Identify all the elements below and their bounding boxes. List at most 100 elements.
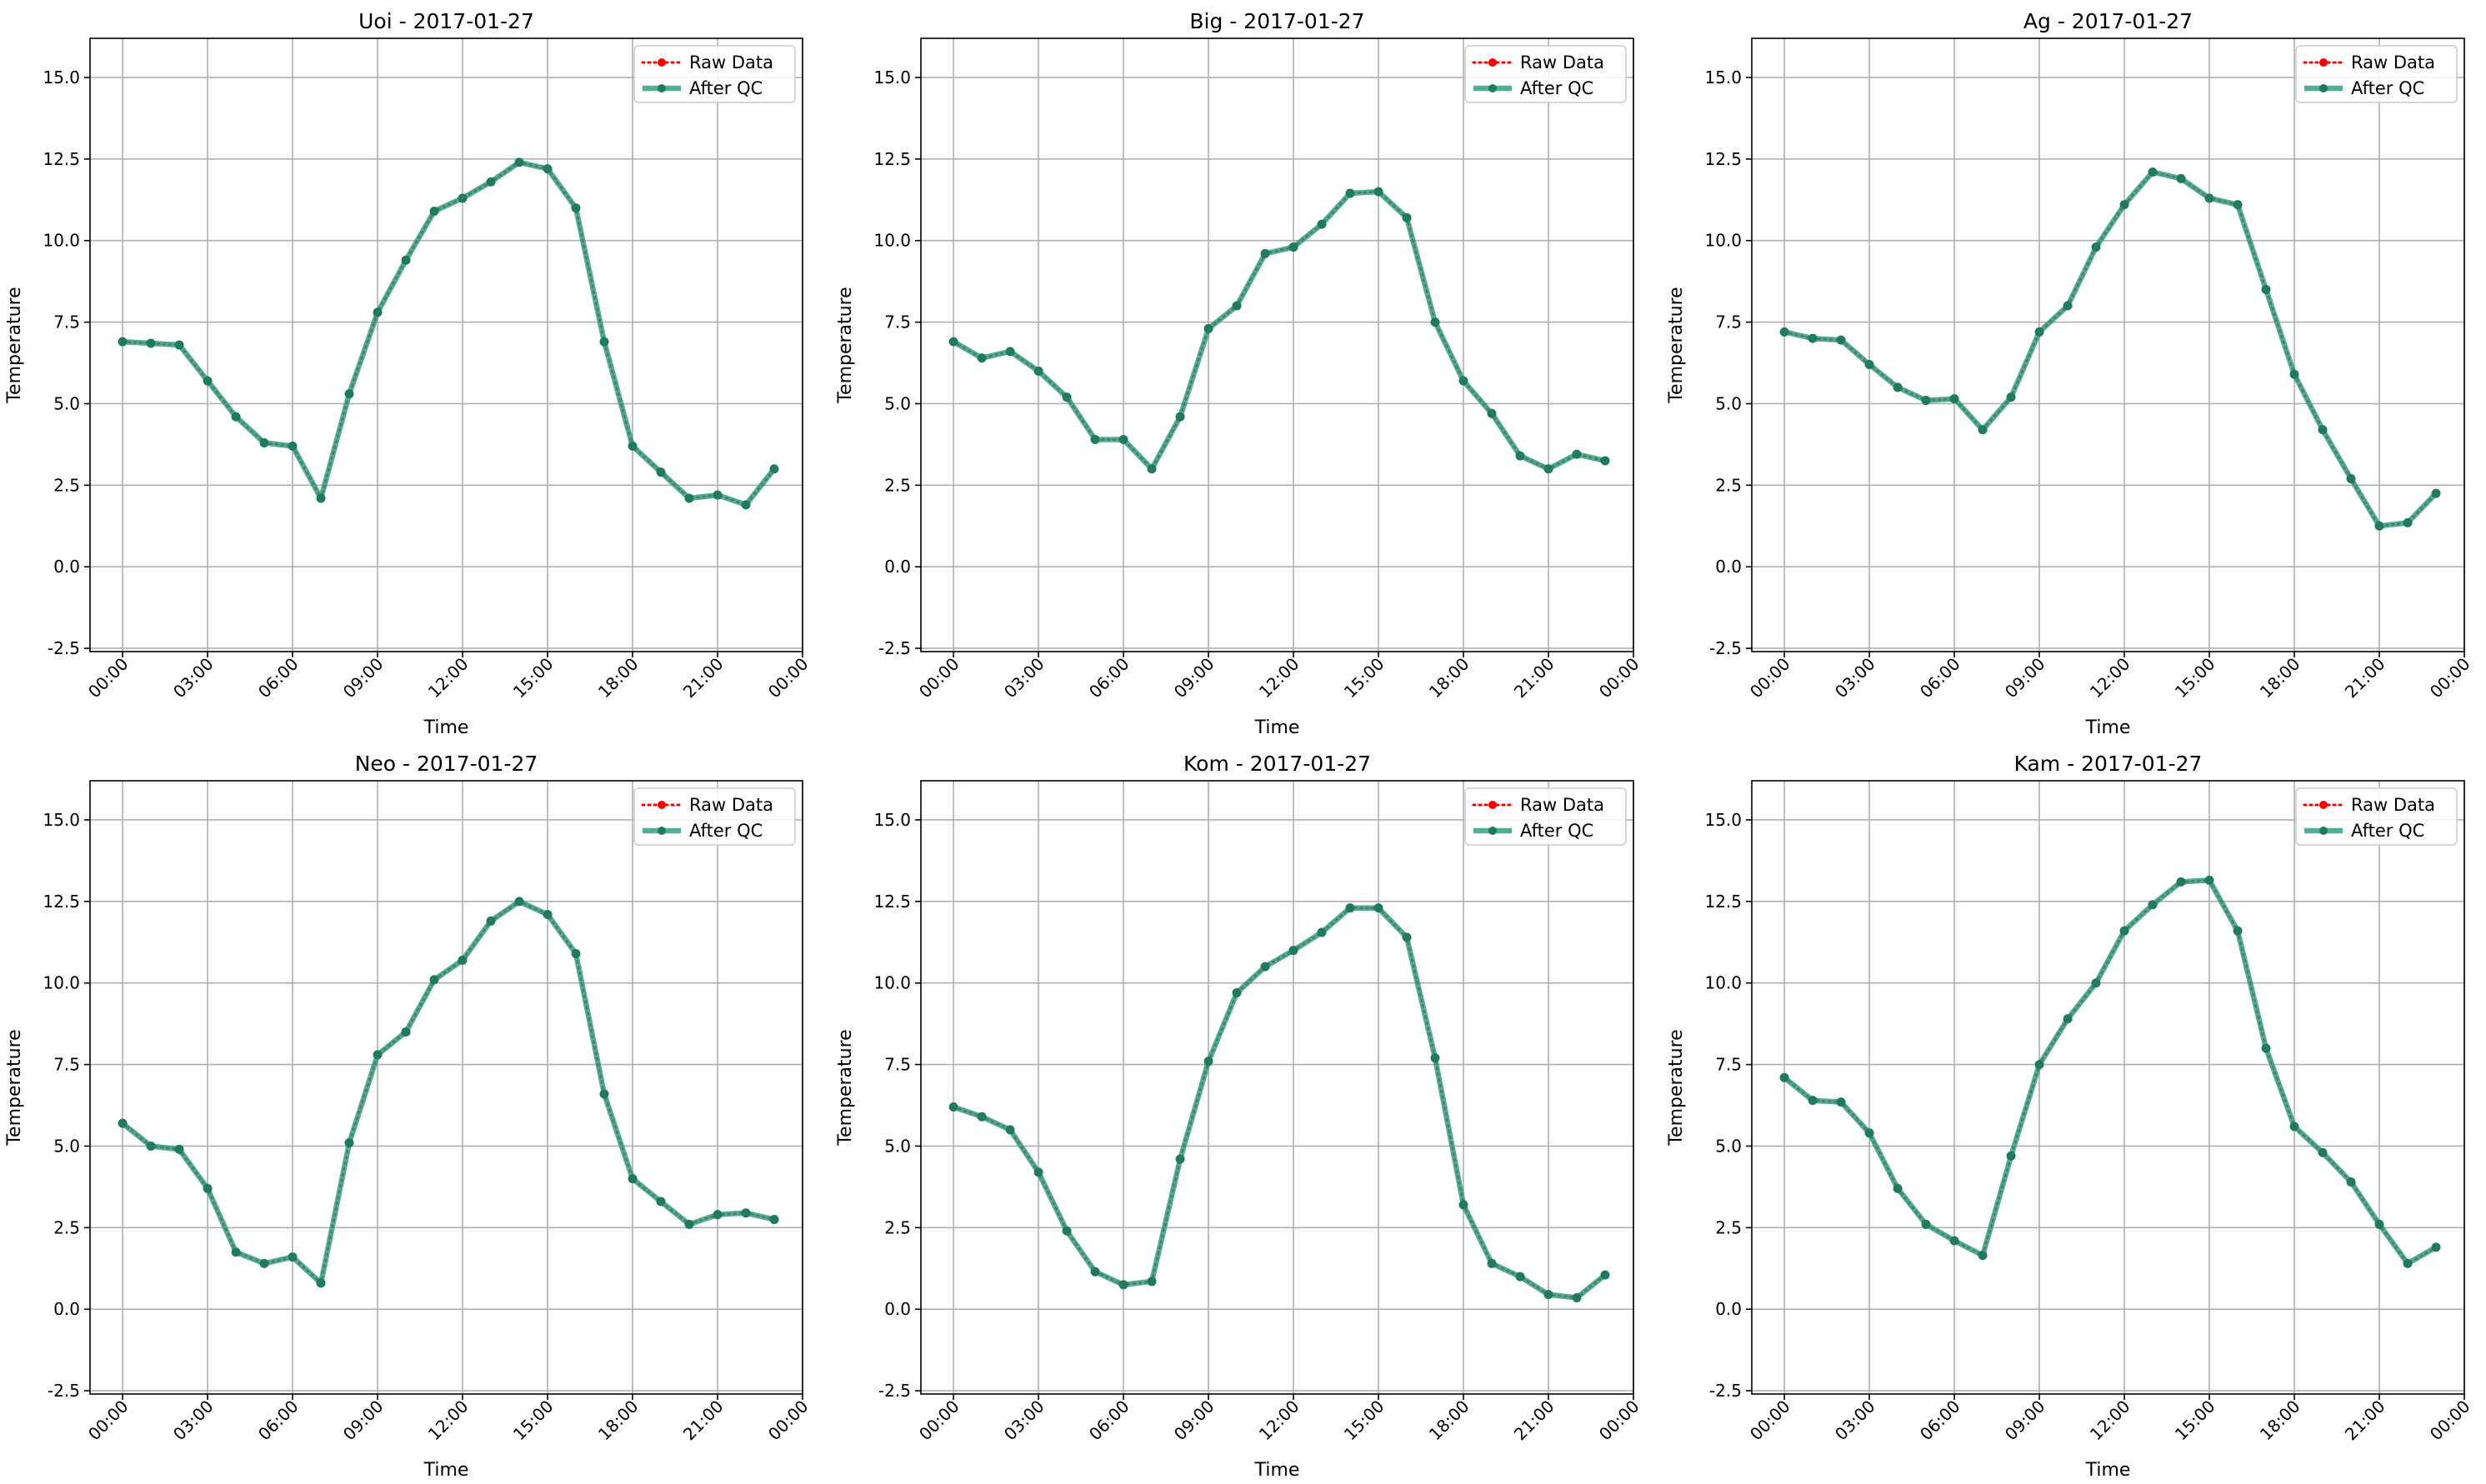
after-qc-point xyxy=(2233,926,2243,936)
x-tick-label: 12:00 xyxy=(424,1397,473,1445)
after-qc-point xyxy=(429,206,439,216)
after-qc-point xyxy=(1402,932,1412,942)
after-qc-point xyxy=(458,193,468,203)
after-qc-point xyxy=(174,1144,184,1154)
y-tick-label: 7.5 xyxy=(1715,1055,1742,1075)
y-tick-label: -2.5 xyxy=(48,638,80,658)
x-tick-label: 00:00 xyxy=(84,654,133,702)
x-tick-label: 06:00 xyxy=(254,654,303,702)
y-tick-label: 2.5 xyxy=(53,475,80,495)
legend: Raw Data After QC xyxy=(633,45,796,103)
x-tick-label: 03:00 xyxy=(1831,1397,1879,1445)
x-tick-label: 18:00 xyxy=(1425,654,1473,702)
after-qc-point xyxy=(1808,1096,1818,1106)
after-qc-point xyxy=(2091,242,2101,252)
legend-qc-label: After QC xyxy=(689,821,763,841)
after-qc-line xyxy=(119,159,778,508)
after-qc-point xyxy=(571,948,581,958)
x-axis-label: Time xyxy=(423,1460,469,1481)
x-axis-label: Time xyxy=(2085,717,2131,738)
after-qc-point xyxy=(1600,456,1610,466)
legend-qc-marker xyxy=(658,827,666,835)
x-tick-label: 00:00 xyxy=(2426,654,2474,702)
after-qc-point xyxy=(1921,396,1931,406)
x-tick-label: 09:00 xyxy=(2001,654,2049,702)
after-qc-point xyxy=(1949,394,1959,404)
after-qc-point xyxy=(2374,521,2384,531)
after-qc-point xyxy=(684,493,694,503)
legend-qc-label: After QC xyxy=(2351,821,2424,841)
y-tick-label: 15.0 xyxy=(43,67,80,87)
after-qc-point xyxy=(977,353,987,363)
legend-qc-label: After QC xyxy=(1520,78,1593,98)
after-qc-line xyxy=(1781,877,2439,1267)
after-qc-line xyxy=(119,898,778,1287)
after-qc-point xyxy=(1005,347,1015,357)
x-tick-label: 09:00 xyxy=(1170,1397,1218,1445)
y-tick-label: 0.0 xyxy=(1715,557,1742,577)
y-tick-label: 7.5 xyxy=(884,312,911,332)
legend-raw-label: Raw Data xyxy=(689,52,773,72)
plot-area xyxy=(921,781,1633,1394)
plot-area xyxy=(90,781,803,1394)
after-qc-point xyxy=(2204,875,2214,885)
x-tick-label: 06:00 xyxy=(1085,654,1133,702)
after-qc-point xyxy=(948,337,958,347)
y-tick-label: 12.5 xyxy=(1704,149,1742,169)
axes-frame xyxy=(920,37,1634,652)
x-tick-label: 12:00 xyxy=(1255,1397,1303,1445)
y-tick-label: 12.5 xyxy=(873,149,911,169)
after-qc-point xyxy=(2204,193,2214,203)
after-qc-point xyxy=(2261,284,2271,294)
chart-title: Uoi - 2017-01-27 xyxy=(358,9,534,33)
legend-qc-marker xyxy=(658,84,666,92)
y-tick-label: 5.0 xyxy=(53,393,80,413)
after-qc-point xyxy=(2006,392,2016,402)
y-tick-label: -2.5 xyxy=(878,1381,911,1401)
after-qc-point xyxy=(1864,359,1874,369)
y-tick-label: 2.5 xyxy=(53,1217,80,1237)
x-tick-label: 00:00 xyxy=(764,1397,813,1445)
y-tick-label: 10.0 xyxy=(873,231,911,251)
after-qc-point xyxy=(656,1197,666,1207)
axes-frame xyxy=(89,37,803,652)
after-qc-line xyxy=(950,188,1608,472)
after-qc-point xyxy=(1949,1236,1959,1246)
y-tick-label: -2.5 xyxy=(48,1381,80,1401)
after-qc-point xyxy=(1487,1258,1497,1268)
after-qc-point xyxy=(1864,1128,1874,1138)
after-qc-point xyxy=(259,437,269,447)
y-axis-label: Temperature xyxy=(4,1029,25,1146)
after-qc-point xyxy=(1836,1097,1846,1107)
after-qc-point xyxy=(514,157,524,167)
legend: Raw Data After QC xyxy=(2295,787,2458,846)
x-tick-label: 06:00 xyxy=(254,1397,303,1445)
y-axis-label: Temperature xyxy=(1666,287,1687,403)
after-qc-point xyxy=(1345,188,1355,198)
x-tick-label: 06:00 xyxy=(1916,654,1964,702)
legend: Raw Data After QC xyxy=(1464,45,1627,103)
after-qc-point xyxy=(1893,1183,1903,1193)
after-qc-point xyxy=(741,1208,751,1218)
legend-raw-label: Raw Data xyxy=(2351,52,2435,72)
y-axis-label: Temperature xyxy=(4,287,25,403)
after-qc-point xyxy=(2148,167,2158,177)
legend: Raw Data After QC xyxy=(2295,45,2458,103)
legend-raw-marker xyxy=(658,801,666,809)
y-tick-label: 12.5 xyxy=(43,149,80,169)
after-qc-point xyxy=(1515,451,1525,461)
y-axis-label: Temperature xyxy=(835,1029,856,1146)
x-tick-label: 09:00 xyxy=(339,654,388,702)
after-qc-point xyxy=(628,441,638,451)
after-qc-point xyxy=(1515,1272,1525,1282)
after-qc-point xyxy=(2403,517,2413,527)
after-qc-point xyxy=(1232,987,1242,997)
y-tick-label: 10.0 xyxy=(43,231,80,251)
x-tick-label: 18:00 xyxy=(1425,1397,1473,1445)
after-qc-point xyxy=(429,975,439,985)
x-tick-label: 18:00 xyxy=(2256,654,2304,702)
after-qc-point xyxy=(316,493,326,503)
legend-qc-label: After QC xyxy=(2351,78,2424,98)
legend-raw-marker xyxy=(2319,58,2328,67)
x-tick-label: 09:00 xyxy=(2001,1397,2049,1445)
